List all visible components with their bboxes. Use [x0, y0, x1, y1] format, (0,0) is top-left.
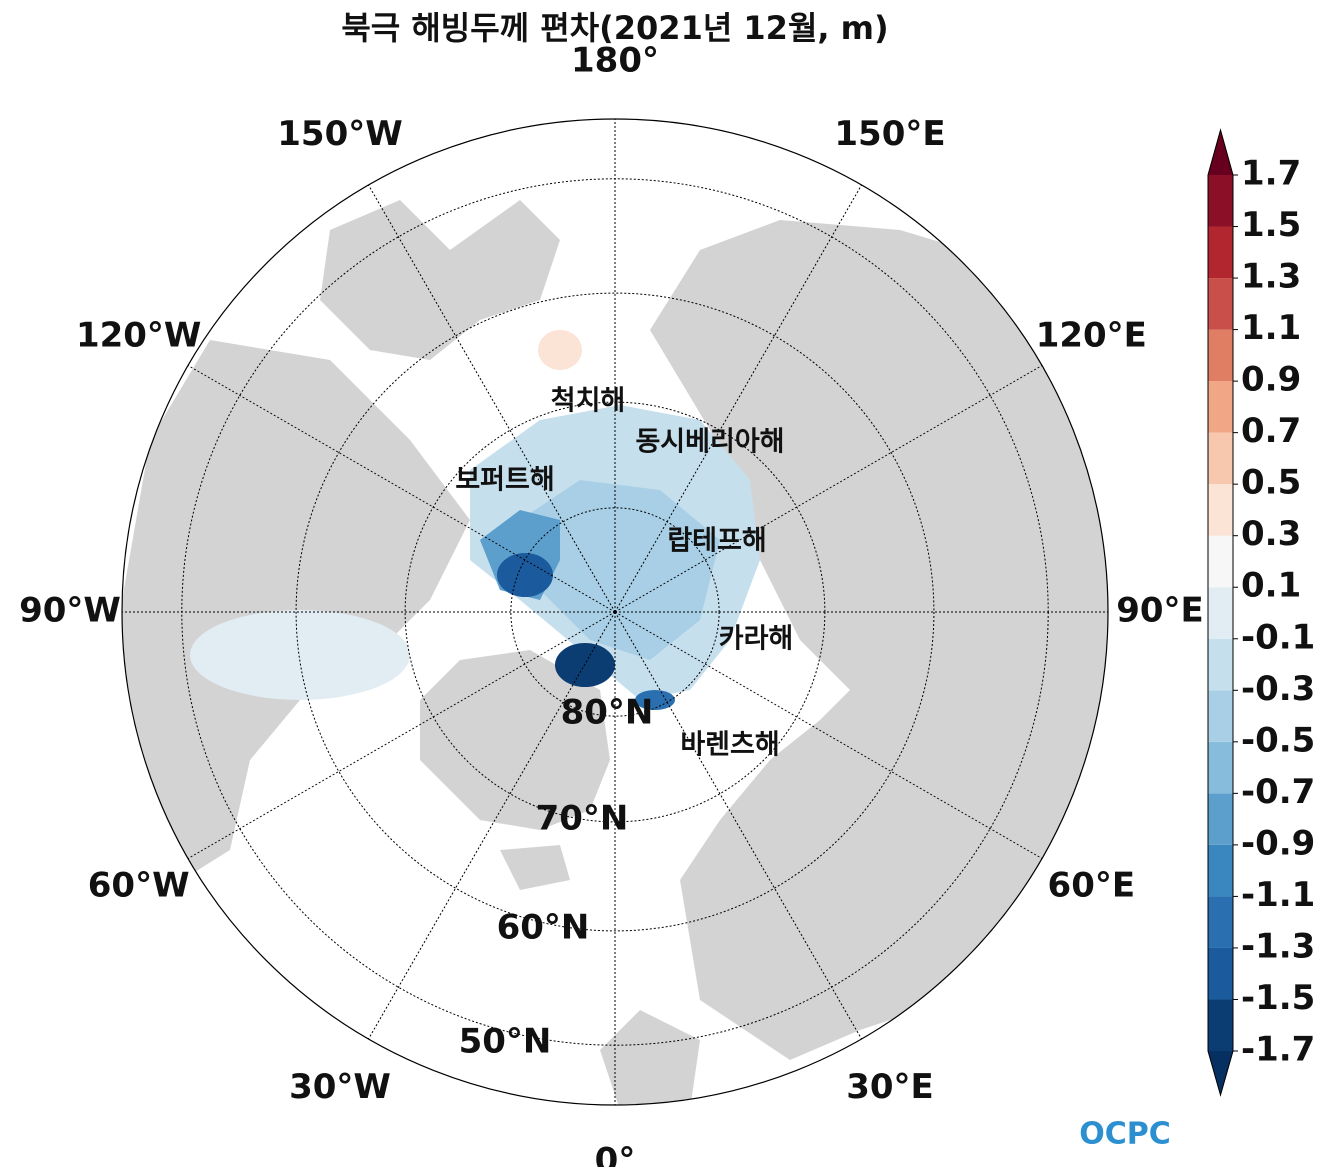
- colorbar-tick-label: -1.5: [1241, 978, 1315, 1018]
- meridian-label: 90°W: [19, 591, 121, 631]
- colorbar-swatch: [1208, 278, 1233, 330]
- region-label: 척치해: [551, 386, 626, 417]
- colorbar-swatch: [1208, 381, 1233, 433]
- colorbar-tick-label: 0.5: [1241, 463, 1301, 503]
- meridian-label: 90°E: [1116, 591, 1204, 631]
- meridian-label: 120°W: [76, 316, 201, 356]
- colorbar-extension-over: [1208, 130, 1233, 175]
- colorbar-tick-label: 1.1: [1241, 308, 1301, 348]
- colorbar-swatch: [1208, 484, 1233, 536]
- colorbar-swatch: [1208, 947, 1233, 1000]
- meridian-label: 60°W: [88, 866, 190, 906]
- colorbar-tick-label: 0.3: [1241, 514, 1301, 554]
- colorbar-swatch: [1208, 638, 1233, 691]
- parallel: [404, 401, 826, 823]
- colorbar-tick-label: -1.7: [1241, 1030, 1315, 1070]
- parallel-label: 60°N: [497, 907, 590, 947]
- colorbar-tick-label: -1.3: [1241, 926, 1315, 966]
- logo: OCPC: [1079, 1117, 1171, 1152]
- parallel-label: 80°N: [561, 693, 654, 733]
- colorbar-swatch: [1208, 535, 1233, 588]
- region-label: 랍테프해: [667, 526, 766, 557]
- colorbar-swatch: [1208, 793, 1233, 845]
- parallel: [295, 292, 935, 932]
- parallel-label: 70°N: [536, 798, 629, 838]
- meridian-label: 150°W: [277, 114, 402, 154]
- colorbar-swatch: [1208, 741, 1233, 794]
- colorbar-swatch: [1208, 432, 1233, 485]
- colorbar-swatch: [1208, 587, 1233, 639]
- map-title: 북극 해빙두께 편차(2021년 12월, m): [341, 9, 888, 47]
- parallel: [510, 507, 720, 717]
- meridian-label: 60°E: [1048, 866, 1136, 906]
- colorbar-swatch: [1208, 175, 1233, 227]
- colorbar-swatch: [1208, 999, 1233, 1051]
- colorbar-swatch: [1208, 226, 1233, 279]
- colorbar-tick-label: -0.5: [1241, 720, 1315, 760]
- colorbar-tick-label: 0.9: [1241, 360, 1301, 400]
- colorbar-tick-label: -0.7: [1241, 772, 1315, 812]
- colorbar-tick-label: -0.1: [1241, 617, 1315, 657]
- colorbar-swatch: [1208, 329, 1233, 382]
- colorbar-tick-label: -1.1: [1241, 875, 1315, 915]
- meridian-label: 30°E: [846, 1067, 934, 1107]
- colorbar-tick-label: 1.3: [1241, 257, 1301, 297]
- colorbar-tick-label: 0.1: [1241, 566, 1301, 606]
- meridian-label: 120°E: [1036, 316, 1147, 356]
- meridian-label: 0°: [595, 1141, 636, 1168]
- colorbar-swatch: [1208, 690, 1233, 742]
- region-label: 카라해: [719, 624, 794, 655]
- colorbar-tick-label: 1.5: [1241, 205, 1301, 245]
- region-label: 보퍼트해: [455, 465, 554, 496]
- colorbar-tick-label: 1.7: [1241, 154, 1301, 194]
- region-label: 동시베리아해: [635, 427, 784, 458]
- parallel: [181, 178, 1049, 1046]
- colorbar-extension-under: [1208, 1051, 1233, 1095]
- meridian-label: 30°W: [289, 1067, 391, 1107]
- colorbar-tick-label: 0.7: [1241, 411, 1301, 451]
- colorbar-swatch: [1208, 896, 1233, 948]
- colorbar-tick-label: -0.3: [1241, 669, 1315, 709]
- parallel-label: 50°N: [459, 1022, 552, 1062]
- colorbar-tick-label: -0.9: [1241, 823, 1315, 863]
- region-label: 바렌츠해: [680, 730, 779, 761]
- meridian-label: 180°: [571, 41, 659, 81]
- colorbar-swatch: [1208, 844, 1233, 897]
- meridian-label: 150°E: [834, 114, 945, 154]
